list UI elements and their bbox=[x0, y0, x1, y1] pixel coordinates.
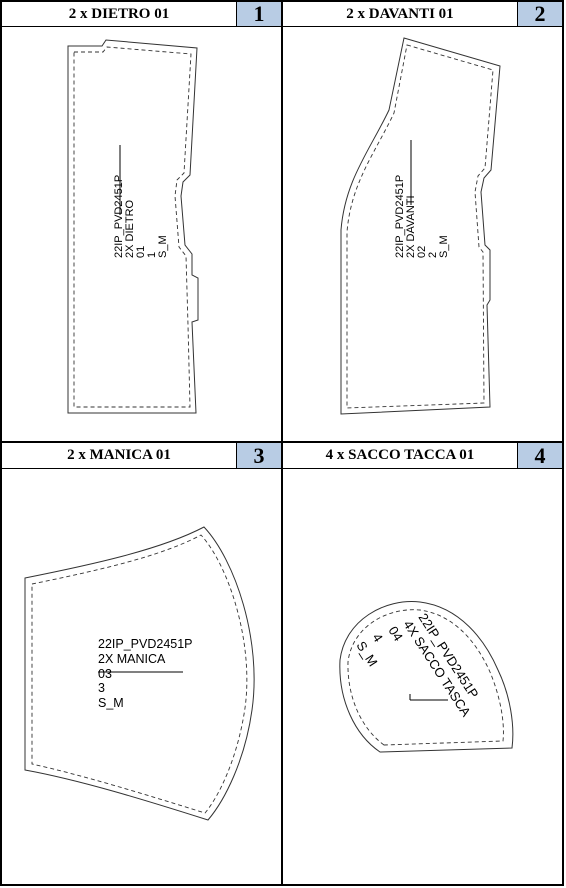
piece-seam-line bbox=[73, 46, 192, 408]
piece-label-line-3: 03 bbox=[98, 667, 112, 681]
piece-seam-line bbox=[347, 609, 504, 746]
cell-header-2: 2 x DAVANTI 01 2 bbox=[283, 1, 562, 26]
piece-outline bbox=[339, 601, 514, 753]
piece-label-line-4: 1 bbox=[146, 252, 158, 258]
piece-label-line-2: 2X MANICA bbox=[98, 652, 166, 666]
cell-number-badge: 4 bbox=[517, 443, 562, 468]
piece-label-line-1: 22IP_PVD2451P bbox=[394, 175, 406, 258]
cell-number-badge: 1 bbox=[236, 1, 281, 26]
cell-header-4: 4 x SACCO TACCA 01 4 bbox=[283, 443, 562, 468]
header-underline-top bbox=[0, 26, 564, 27]
piece-davanti: 22IP_PVD2451P 2X DAVANTI 02 2 S_M bbox=[340, 37, 501, 415]
grid-border-right bbox=[562, 0, 564, 886]
cell-title: 2 x MANICA 01 bbox=[67, 447, 171, 463]
cell-title: 4 x SACCO TACCA 01 bbox=[325, 447, 475, 463]
piece-label-line-3: 02 bbox=[416, 246, 428, 258]
piece-label-line-5: S_M bbox=[438, 235, 450, 258]
cell-title: 2 x DIETRO 01 bbox=[68, 5, 170, 22]
cell-header-3: 2 x MANICA 01 3 bbox=[2, 443, 281, 468]
grid-border-left bbox=[0, 0, 2, 886]
piece-label-line-5: S_M bbox=[98, 696, 124, 710]
piece-outline bbox=[67, 39, 199, 414]
piece-label-line-5: S_M bbox=[353, 638, 380, 669]
cell-header-1: 2 x DIETRO 01 1 bbox=[2, 1, 281, 26]
grid-divider-vertical bbox=[281, 0, 283, 886]
piece-label-line-5: S_M bbox=[157, 235, 169, 258]
piece-label-line-1: 22IP_PVD2451P bbox=[113, 175, 125, 258]
piece-outline bbox=[24, 526, 255, 821]
piece-label-line-2: 2X DAVANTI bbox=[405, 195, 417, 258]
piece-label-line-3: 01 bbox=[135, 246, 147, 258]
piece-label-line-4: 4 bbox=[369, 630, 386, 644]
piece-dietro: 22IP_PVD2451P 2X DIETRO 01 1 S_M bbox=[67, 39, 199, 414]
piece-seam-line bbox=[346, 44, 494, 409]
grid-divider-horizontal bbox=[0, 441, 564, 443]
header-underline-bottom bbox=[0, 468, 564, 469]
piece-label-line-2: 2X DIETRO bbox=[124, 199, 136, 258]
cell-number-badge: 2 bbox=[517, 1, 562, 26]
cell-number-badge: 3 bbox=[236, 443, 281, 468]
piece-label-line-4: 3 bbox=[98, 681, 105, 695]
piece-manica: 22IP_PVD2451P 2X MANICA 03 3 S_M bbox=[24, 526, 255, 821]
piece-sacco-tasca: 22IP_PVD2451P 4X SACCO TASCA 04 4 S_M bbox=[339, 601, 514, 753]
cell-title: 2 x DAVANTI 01 bbox=[346, 5, 454, 22]
piece-seam-line bbox=[31, 534, 248, 814]
piece-label-line-3: 04 bbox=[385, 623, 405, 643]
piece-outline bbox=[340, 37, 501, 415]
piece-label-line-4: 2 bbox=[427, 252, 439, 258]
piece-label-line-1: 22IP_PVD2451P bbox=[98, 637, 193, 651]
